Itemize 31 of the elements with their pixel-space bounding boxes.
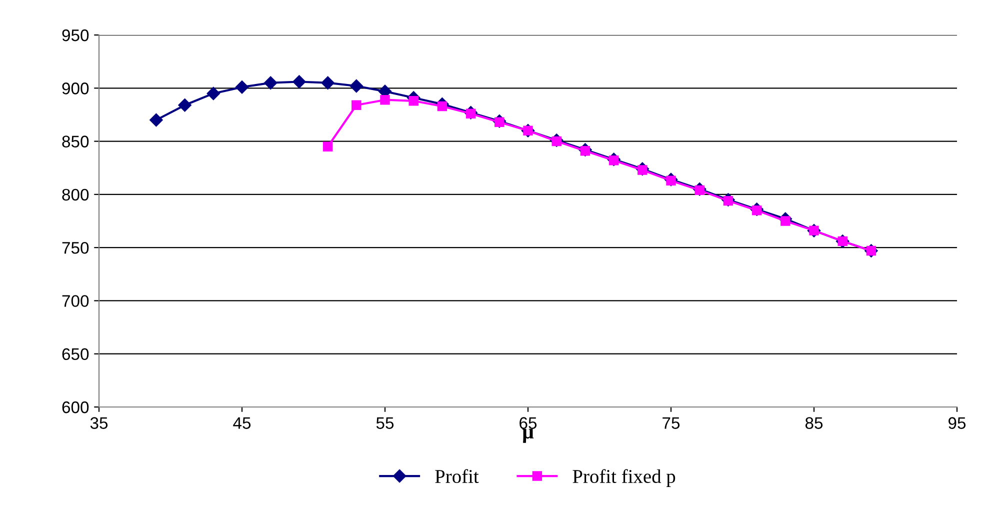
x-tick-label: 55 xyxy=(376,417,394,429)
y-tick-label: 800 xyxy=(62,188,89,201)
point xyxy=(322,142,333,152)
point xyxy=(292,75,306,88)
point xyxy=(264,76,278,90)
y-tick-label: 750 xyxy=(62,242,89,254)
y-tick-label: 600 xyxy=(62,401,89,414)
x-tick-label: 95 xyxy=(948,417,966,429)
point xyxy=(380,94,390,105)
point xyxy=(437,101,448,112)
x-tick-label: 35 xyxy=(90,417,108,429)
point xyxy=(350,79,363,93)
x-tick-label: 45 xyxy=(233,417,251,429)
x-axis-title: μ xyxy=(522,428,534,443)
point xyxy=(150,113,163,127)
point xyxy=(352,100,362,110)
y-tick-label: 850 xyxy=(62,136,89,148)
legend-label: Profit fixed p xyxy=(572,469,676,487)
point xyxy=(321,76,334,90)
x-tick-label: 65 xyxy=(520,417,537,429)
y-tick-label: 900 xyxy=(62,82,89,94)
y-tick-label: 700 xyxy=(62,295,89,307)
point xyxy=(206,86,220,100)
point xyxy=(178,98,192,112)
x-tick-label: 75 xyxy=(662,417,680,429)
point xyxy=(235,80,249,94)
legend-label: Profit xyxy=(435,469,479,484)
x-tick-label: 85 xyxy=(805,417,823,429)
y-tick-label: 650 xyxy=(62,348,89,360)
y-tick-label: 950 xyxy=(62,29,89,42)
point xyxy=(408,96,418,106)
